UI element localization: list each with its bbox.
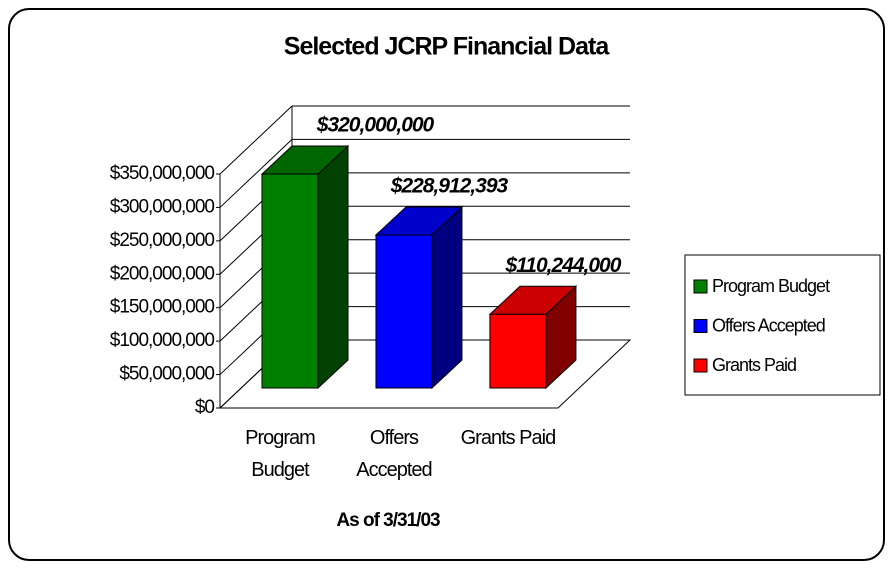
y-tick-label: $300,000,000	[110, 196, 215, 217]
legend-label: Program Budget	[712, 276, 830, 296]
bar	[375, 234, 433, 389]
bar-side	[317, 144, 349, 390]
x-tick-label: Program Budget	[245, 427, 316, 481]
y-tick-label: $50,000,000	[119, 364, 214, 385]
y-tick-label: $150,000,000	[110, 297, 215, 318]
legend-label: Offers Accepted	[712, 315, 825, 335]
grid-line	[219, 105, 630, 175]
grid-line	[219, 138, 630, 208]
bar	[261, 173, 319, 389]
bar-side	[431, 205, 463, 390]
legend-swatch	[693, 358, 708, 373]
legend-label: Grants Paid	[712, 355, 796, 375]
y-tick-label: $100,000,000	[110, 330, 215, 351]
y-tick-label: $250,000,000	[110, 230, 215, 251]
x-axis-label: As of 3/31/03	[336, 510, 440, 531]
y-tick-label: $0	[195, 397, 215, 418]
y-tick-label: $200,000,000	[110, 263, 215, 284]
x-tick-label: Grants Paid	[460, 427, 557, 449]
legend-box	[684, 254, 881, 396]
chart-title: Selected JCRP Financial Data	[284, 33, 611, 61]
value-label: $320,000,000	[316, 114, 435, 137]
value-label: $110,244,000	[504, 254, 621, 277]
legend-swatch	[693, 319, 708, 333]
legend-swatch	[693, 279, 708, 294]
value-label: $228,912,393	[390, 175, 509, 198]
x-tick-label: Offers Accepted	[356, 427, 432, 481]
y-tick-label: $350,000,000	[110, 163, 215, 184]
bar	[489, 313, 547, 389]
